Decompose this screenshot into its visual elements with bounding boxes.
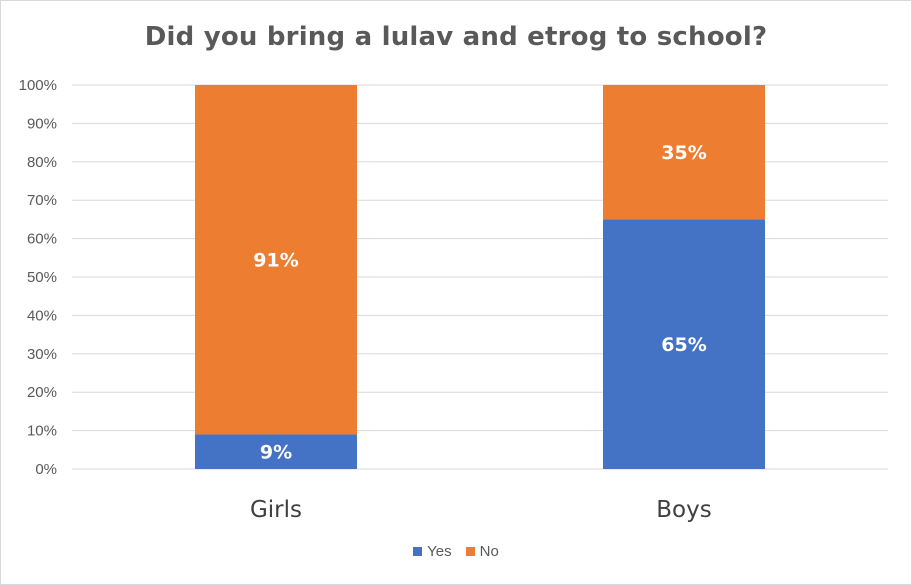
y-tick-label: 80% bbox=[27, 154, 57, 171]
y-tick-label: 60% bbox=[27, 231, 57, 248]
y-tick-label: 30% bbox=[27, 346, 57, 363]
data-label-no-girls: 91% bbox=[253, 250, 298, 272]
legend-label-yes: Yes bbox=[427, 543, 452, 560]
legend-swatch-no bbox=[465, 547, 475, 556]
bar-yes-boys bbox=[603, 219, 765, 469]
y-tick-label: 100% bbox=[19, 77, 57, 94]
bar-no-girls bbox=[195, 85, 357, 435]
legend-item-yes: Yes bbox=[413, 543, 452, 560]
legend-label-no: No bbox=[479, 543, 499, 560]
y-tick-label: 20% bbox=[27, 384, 57, 401]
x-category-label: Boys bbox=[656, 497, 711, 523]
legend-swatch-yes bbox=[413, 547, 423, 556]
data-label-yes-boys: 65% bbox=[661, 334, 706, 356]
x-category-label: Girls bbox=[250, 497, 302, 523]
chart-title: Did you bring a lulav and etrog to schoo… bbox=[144, 22, 768, 52]
y-tick-label: 90% bbox=[27, 115, 57, 132]
y-tick-label: 40% bbox=[27, 307, 57, 324]
legend-item-no: No bbox=[465, 543, 499, 560]
data-label-yes-girls: 9% bbox=[260, 442, 292, 464]
y-tick-label: 50% bbox=[27, 269, 57, 286]
y-tick-label: 10% bbox=[27, 423, 57, 440]
data-label-no-boys: 35% bbox=[661, 142, 706, 164]
bar-yes-girls bbox=[195, 434, 357, 469]
y-tick-label: 70% bbox=[27, 192, 57, 209]
legend: Yes No bbox=[0, 543, 912, 560]
y-tick-label: 0% bbox=[35, 461, 57, 478]
bar-no-boys bbox=[603, 85, 765, 220]
